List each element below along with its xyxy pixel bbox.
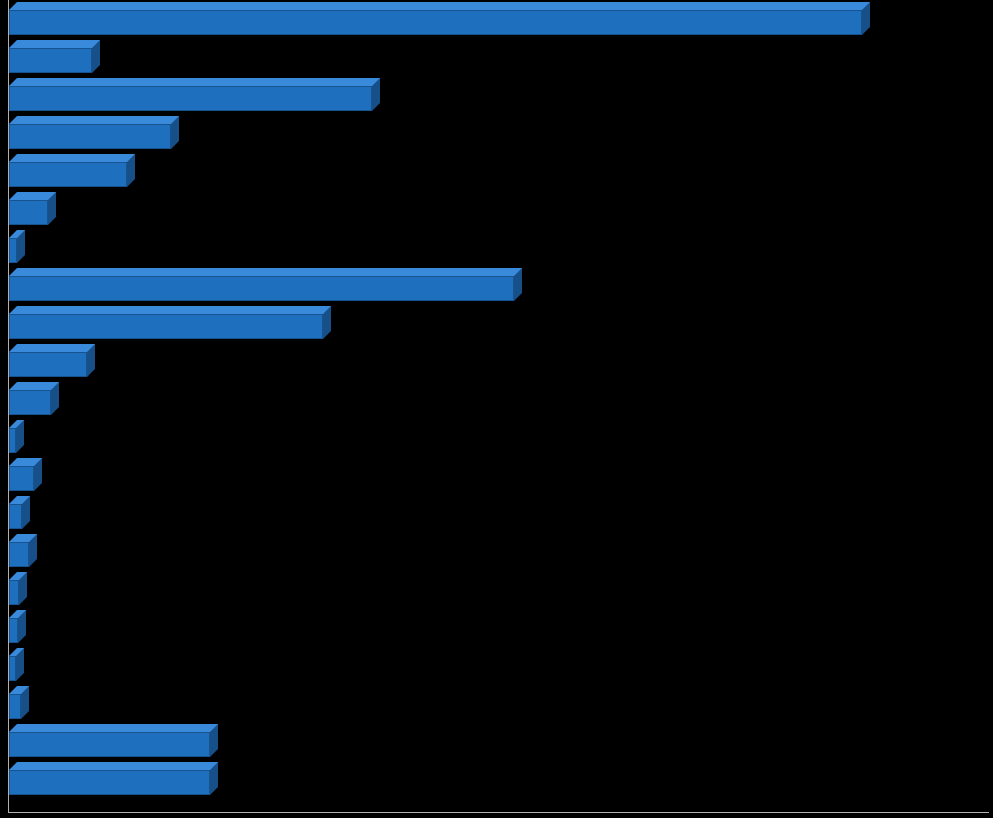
bar-14: [9, 542, 37, 567]
bar-top-face: [9, 40, 100, 48]
bar-front: [9, 390, 51, 415]
bar-2: [9, 86, 380, 111]
bar-0: [9, 10, 870, 35]
bar-10: [9, 390, 59, 415]
horizontal-bar-chart: [0, 0, 993, 818]
bar-3: [9, 124, 179, 149]
bar-front: [9, 86, 372, 111]
bar-front: [9, 314, 323, 339]
bar-front: [9, 10, 862, 35]
bar-16: [9, 618, 26, 643]
bar-front: [9, 200, 48, 225]
bar-9: [9, 352, 95, 377]
bar-front: [9, 428, 16, 453]
bar-side-face: [51, 382, 59, 415]
bar-front: [9, 48, 92, 73]
bar-front: [9, 732, 210, 757]
bar-front: [9, 504, 22, 529]
bar-1: [9, 48, 100, 73]
bar-side-face: [92, 40, 100, 73]
bar-6: [9, 238, 25, 263]
bar-top-face: [9, 306, 331, 314]
bar-top-face: [9, 116, 179, 124]
bar-5: [9, 200, 56, 225]
bar-12: [9, 466, 42, 491]
bar-front: [9, 656, 16, 681]
bar-13: [9, 504, 30, 529]
bar-4: [9, 162, 135, 187]
plot-area: [8, 0, 989, 813]
bar-top-face: [9, 724, 218, 732]
bar-front: [9, 276, 514, 301]
bar-front: [9, 162, 127, 187]
bar-top-face: [9, 78, 380, 86]
bar-17: [9, 656, 24, 681]
bar-top-face: [9, 2, 870, 10]
bar-front: [9, 238, 17, 263]
bar-top-face: [9, 268, 522, 276]
bar-19: [9, 732, 218, 757]
bar-front: [9, 694, 21, 719]
bar-18: [9, 694, 29, 719]
bar-15: [9, 580, 27, 605]
bar-7: [9, 276, 522, 301]
bar-side-face: [210, 724, 218, 757]
bar-front: [9, 580, 19, 605]
bar-top-face: [9, 344, 95, 352]
bar-side-face: [87, 344, 95, 377]
bar-11: [9, 428, 24, 453]
bar-front: [9, 352, 87, 377]
bar-front: [9, 542, 29, 567]
bar-front: [9, 124, 171, 149]
bar-side-face: [48, 192, 56, 225]
bar-20: [9, 770, 218, 795]
bar-top-face: [9, 154, 135, 162]
bar-top-face: [9, 762, 218, 770]
bar-front: [9, 466, 34, 491]
bar-side-face: [210, 762, 218, 795]
bar-front: [9, 770, 210, 795]
bar-8: [9, 314, 331, 339]
bar-front: [9, 618, 18, 643]
